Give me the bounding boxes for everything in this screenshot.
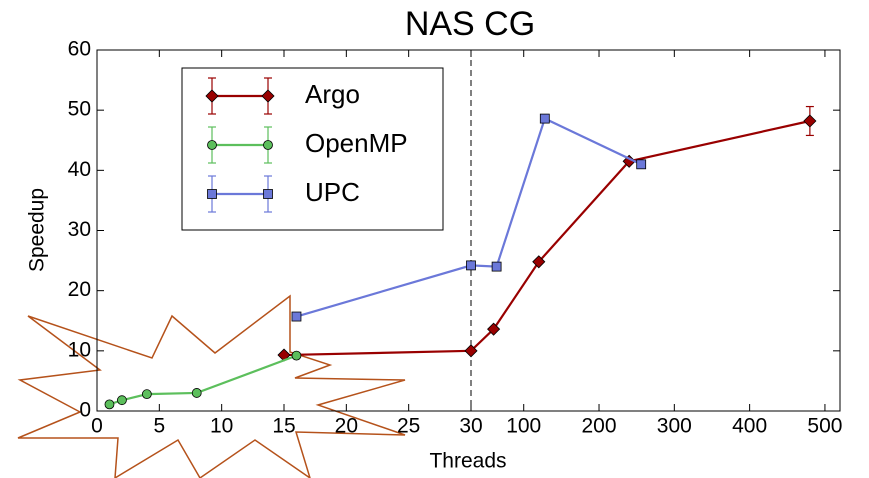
series-line bbox=[109, 354, 297, 406]
starburst-decoration bbox=[17, 294, 406, 478]
marker bbox=[487, 322, 501, 336]
legend-marker bbox=[207, 189, 217, 199]
marker bbox=[803, 114, 817, 128]
legend-label: OpenMP bbox=[305, 128, 408, 158]
x-tick-label: 100 bbox=[506, 415, 541, 438]
marker bbox=[104, 399, 115, 410]
legend-marker bbox=[207, 140, 217, 150]
marker bbox=[539, 113, 550, 124]
marker bbox=[532, 255, 546, 269]
x-tick-label: 15 bbox=[272, 415, 295, 438]
x-tick-label: 400 bbox=[732, 415, 767, 438]
marker bbox=[491, 261, 502, 272]
x-tick-label: 5 bbox=[153, 415, 165, 438]
y-tick-label: 60 bbox=[68, 38, 91, 61]
marker bbox=[291, 350, 302, 361]
marker bbox=[141, 389, 152, 400]
y-tick-label: 30 bbox=[68, 218, 91, 241]
marker bbox=[464, 344, 478, 358]
legend-label: UPC bbox=[305, 177, 360, 207]
x-tick-label: 500 bbox=[807, 415, 842, 438]
legend-marker bbox=[205, 89, 219, 103]
y-tick-label: 40 bbox=[68, 158, 91, 181]
marker bbox=[117, 395, 127, 406]
x-axis-label: Threads bbox=[429, 450, 506, 473]
y-tick-label: 0 bbox=[79, 399, 91, 422]
x-tick-label: 25 bbox=[397, 415, 420, 438]
marker bbox=[191, 388, 202, 398]
y-tick-label: 20 bbox=[68, 278, 91, 301]
legend-marker bbox=[261, 89, 275, 103]
x-tick-label: 10 bbox=[210, 415, 233, 438]
x-tick-label: 300 bbox=[657, 415, 692, 438]
x-tick-label: 20 bbox=[335, 415, 358, 438]
legend-label: Argo bbox=[305, 79, 360, 109]
marker bbox=[466, 260, 476, 271]
legend-marker bbox=[263, 189, 273, 199]
y-axis-label: Speedup bbox=[26, 188, 49, 272]
y-tick-label: 50 bbox=[68, 98, 91, 121]
series-line bbox=[283, 119, 811, 357]
marker bbox=[291, 311, 302, 322]
x-tick-label: 30 bbox=[459, 415, 482, 438]
y-tick-label: 10 bbox=[68, 338, 91, 361]
x-tick-label: 0 bbox=[91, 415, 103, 438]
x-tick-label: 200 bbox=[581, 415, 616, 438]
legend-marker bbox=[263, 140, 273, 150]
chart-title: NAS CG bbox=[405, 5, 535, 43]
marker bbox=[636, 159, 647, 170]
